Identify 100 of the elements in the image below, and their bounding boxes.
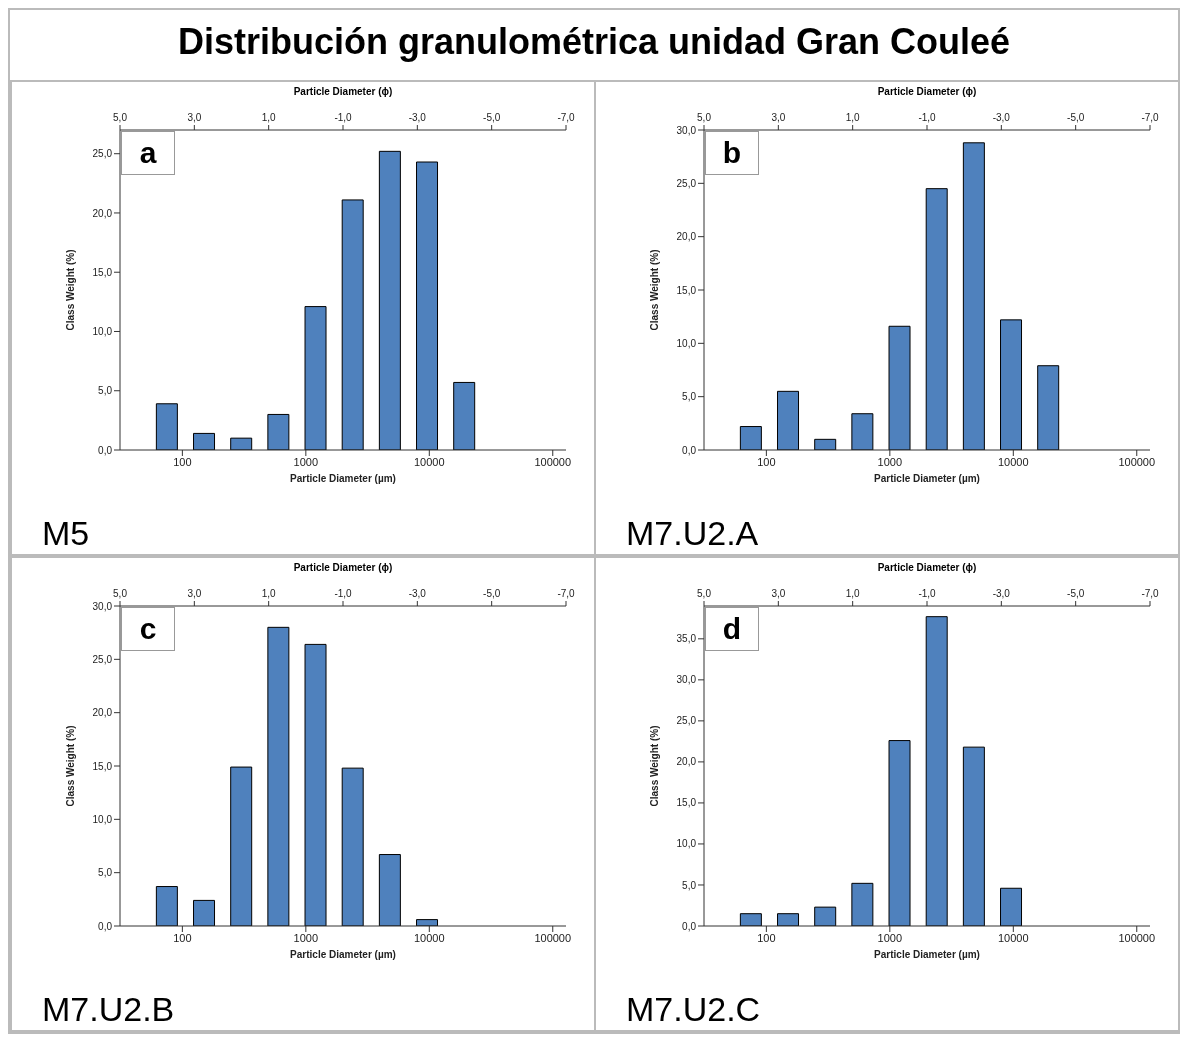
- y-tick-label: 20,0: [676, 756, 697, 768]
- bar: [888, 740, 911, 926]
- x2-axis-title: Particle Diameter (ϕ): [292, 86, 394, 97]
- x-axis-title: Particle Diameter (µm): [874, 949, 980, 960]
- bar: [341, 199, 364, 450]
- y-tick-label: 0,0: [98, 444, 113, 456]
- x2-tick-label: 1,0: [845, 588, 861, 599]
- x-tick-label: 1000: [877, 931, 903, 944]
- bar: [851, 413, 874, 450]
- x-tick-label: 100000: [534, 455, 572, 468]
- x2-tick-label: -1,0: [918, 588, 937, 599]
- x-tick-label: 100000: [1118, 455, 1156, 468]
- bar: [416, 161, 439, 450]
- bar: [155, 403, 178, 450]
- y-tick-label: 30,0: [676, 124, 697, 136]
- bar: [962, 746, 985, 926]
- y-tick-label: 25,0: [676, 177, 697, 189]
- chart-title: Distribución granulométrica unidad Gran Couleé: [176, 20, 1012, 64]
- text: M7.U2.C: [626, 990, 761, 1028]
- x2-tick-label: -3,0: [408, 588, 427, 599]
- bar: [267, 626, 290, 926]
- y-tick-label: 15,0: [92, 760, 113, 772]
- bar: [777, 390, 800, 450]
- y-tick-label: 5,0: [98, 385, 113, 397]
- x-tick-label: 10000: [998, 455, 1029, 468]
- x2-tick-label: 5,0: [113, 112, 128, 123]
- bar: [1000, 319, 1023, 450]
- x-tick-label: 10000: [414, 931, 445, 944]
- y-tick-label: 20,0: [676, 231, 697, 243]
- x2-tick-label: -1,0: [334, 112, 353, 123]
- x2-tick-label: 3,0: [771, 588, 786, 599]
- x2-axis-title: Particle Diameter (ϕ): [876, 562, 978, 573]
- x2-tick-label: 5,0: [113, 588, 128, 599]
- y-tick-label: 5,0: [682, 879, 697, 891]
- y-axis-title: Class Weight (%): [648, 249, 660, 331]
- text: M5: [42, 514, 90, 552]
- bar: [777, 913, 800, 926]
- bar: [814, 438, 837, 450]
- y-tick-label: 35,0: [676, 633, 697, 645]
- y-tick-label: 15,0: [676, 284, 697, 296]
- bar: [304, 643, 327, 926]
- x2-tick-label: -7,0: [1141, 112, 1160, 123]
- y-tick-label: 15,0: [92, 266, 113, 278]
- x2-tick-label: 3,0: [187, 112, 202, 123]
- x-tick-label: 10000: [414, 455, 445, 468]
- x2-tick-label: -5,0: [1067, 112, 1085, 123]
- bar: [739, 426, 762, 450]
- x2-tick-label: -3,0: [992, 112, 1011, 123]
- bar: [925, 188, 948, 450]
- y-tick-label: 0,0: [682, 444, 697, 456]
- x2-tick-label: -7,0: [557, 588, 576, 599]
- bar: [453, 381, 476, 450]
- y-tick-label: 25,0: [92, 148, 113, 160]
- letter-box: d: [705, 607, 759, 651]
- y-tick-label: 20,0: [92, 707, 113, 719]
- y-tick-label: 30,0: [676, 674, 697, 686]
- x-tick-label: 100: [173, 455, 192, 468]
- x2-tick-label: -3,0: [408, 112, 427, 123]
- y-tick-label: 5,0: [98, 867, 113, 879]
- letter-box: b: [705, 131, 759, 175]
- y-tick-label: 25,0: [92, 653, 113, 665]
- bar: [193, 899, 216, 926]
- bar: [962, 142, 985, 450]
- x-axis-title: Particle Diameter (µm): [290, 949, 396, 960]
- y-tick-label: 15,0: [676, 797, 697, 809]
- annotation: d: [722, 612, 742, 646]
- bar: [378, 150, 401, 450]
- x2-tick-label: -5,0: [1067, 588, 1085, 599]
- y-tick-label: 20,0: [92, 207, 113, 219]
- y-axis-title: Class Weight (%): [64, 725, 76, 807]
- text: M7.U2.B: [42, 990, 175, 1028]
- bar: [378, 854, 401, 926]
- y-tick-label: 10,0: [92, 813, 113, 825]
- y-axis-title: Class Weight (%): [64, 249, 76, 331]
- x2-tick-label: 5,0: [697, 588, 712, 599]
- y-tick-label: 5,0: [682, 391, 697, 403]
- y-tick-label: 30,0: [92, 600, 113, 612]
- bar: [230, 437, 253, 450]
- y-tick-label: 25,0: [676, 715, 697, 727]
- annotation: b: [722, 136, 742, 170]
- bar: [267, 413, 290, 450]
- x2-tick-label: 1,0: [261, 112, 277, 123]
- x-tick-label: 100: [173, 931, 192, 944]
- annotation: c: [139, 612, 157, 646]
- x2-tick-label: 1,0: [845, 112, 861, 123]
- x-tick-label: 1000: [293, 931, 319, 944]
- x-tick-label: 100000: [1118, 931, 1156, 944]
- letter-box: a: [121, 131, 175, 175]
- letter-box: c: [121, 607, 175, 651]
- x2-axis-title: Particle Diameter (ϕ): [876, 86, 978, 97]
- annotation: a: [139, 136, 157, 170]
- x-axis-title: Particle Diameter (µm): [874, 473, 980, 484]
- bar: [304, 306, 327, 450]
- x-tick-label: 100000: [534, 931, 572, 944]
- x2-tick-label: 5,0: [697, 112, 712, 123]
- y-tick-label: 10,0: [92, 326, 113, 338]
- bar: [230, 766, 253, 926]
- bar: [193, 432, 216, 450]
- x-tick-label: 100: [757, 455, 776, 468]
- x-tick-label: 1000: [293, 455, 319, 468]
